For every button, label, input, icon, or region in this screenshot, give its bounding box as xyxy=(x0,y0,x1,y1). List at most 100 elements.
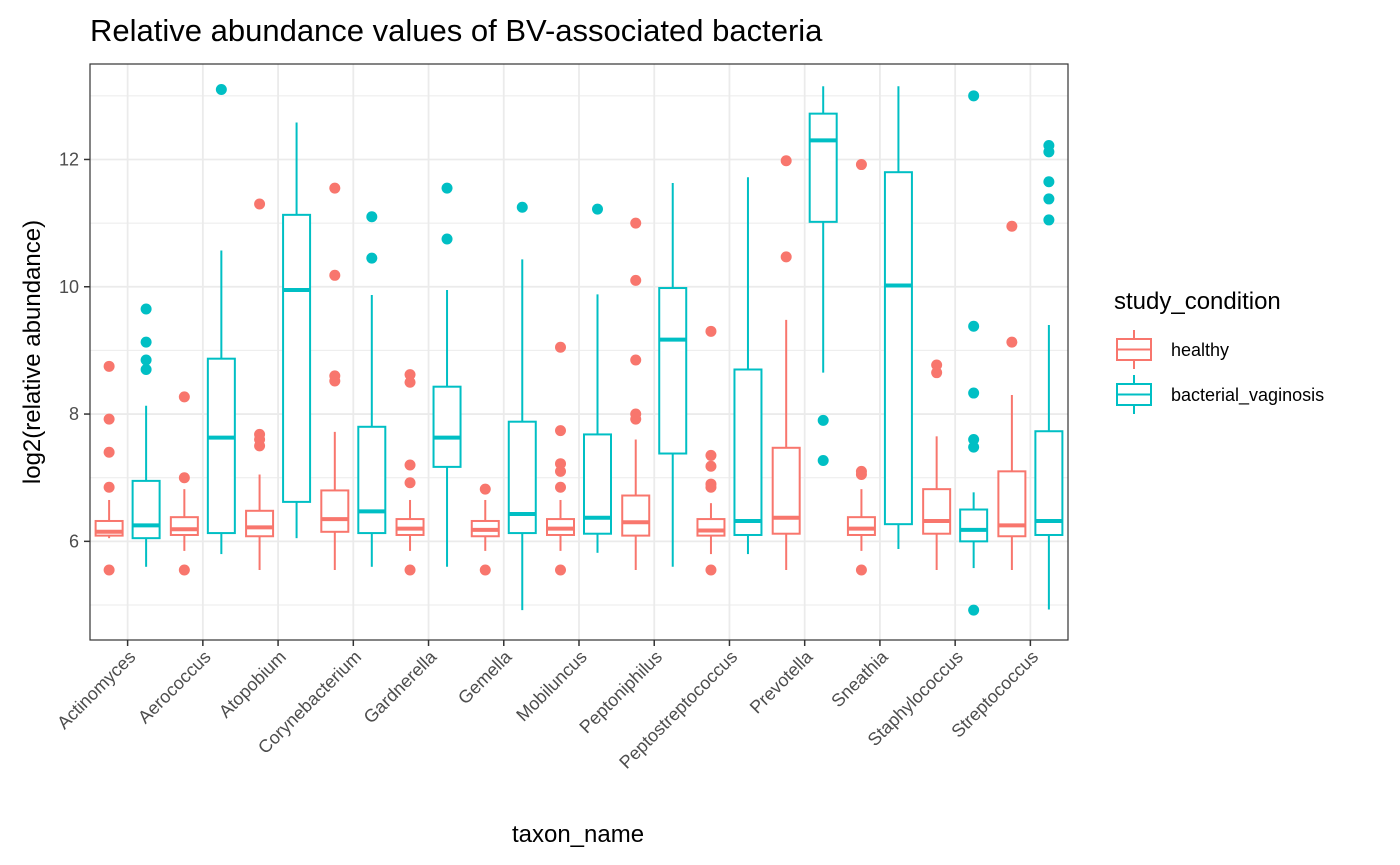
outlier-point xyxy=(404,477,416,489)
outlier-point xyxy=(215,83,227,95)
x-tick-label: Mobiluncus xyxy=(512,647,591,726)
outlier-point xyxy=(817,414,829,426)
x-tick-label: Prevotella xyxy=(746,646,817,717)
outlier-point xyxy=(630,217,642,229)
outlier-point xyxy=(516,201,528,213)
outlier-point xyxy=(555,481,566,493)
box-healthy-Peptostreptococcus xyxy=(696,325,726,576)
outlier-point xyxy=(968,434,980,446)
x-tick-label: Gemella xyxy=(454,646,516,708)
outlier-point xyxy=(1043,214,1055,226)
outlier-point xyxy=(555,425,566,437)
y-tick-label: 8 xyxy=(69,404,79,424)
outlier-point xyxy=(1043,139,1055,151)
box-iqr xyxy=(733,368,763,536)
outlier-point xyxy=(254,198,266,210)
box-iqr xyxy=(771,446,801,535)
outlier-point xyxy=(254,428,266,440)
box-healthy-Sneathia xyxy=(846,159,876,576)
box-bacterial_vaginosis-Peptostreptococcus xyxy=(733,177,763,555)
outlier-point xyxy=(705,325,717,337)
outlier-point xyxy=(329,182,341,194)
box-healthy-Peptoniphilus xyxy=(621,217,651,570)
box-iqr xyxy=(169,516,199,536)
box-iqr xyxy=(1034,430,1064,536)
y-tick-label: 10 xyxy=(59,277,79,297)
outlier-point xyxy=(855,159,867,171)
y-tick-label: 6 xyxy=(69,531,79,551)
legend-title: study_condition xyxy=(1114,288,1281,315)
boxes-layer xyxy=(94,83,1064,616)
outlier-point xyxy=(1043,193,1055,205)
box-bacterial_vaginosis-Staphylococcus xyxy=(959,90,989,616)
box-bacterial_vaginosis-Prevotella xyxy=(808,86,838,467)
outlier-point xyxy=(140,354,152,366)
box-iqr xyxy=(922,488,952,535)
box-healthy-Aerococcus xyxy=(169,391,199,576)
box-healthy-Actinomyces xyxy=(94,360,124,576)
outlier-point xyxy=(780,251,792,263)
outlier-point xyxy=(404,369,416,381)
outlier-point xyxy=(479,564,491,576)
box-iqr xyxy=(131,479,161,540)
box-healthy-Atopobium xyxy=(245,198,275,570)
gridlines xyxy=(90,64,1068,640)
box-healthy-Prevotella xyxy=(771,155,801,570)
outlier-point xyxy=(479,483,491,495)
outlier-point xyxy=(178,391,190,403)
box-iqr xyxy=(846,516,876,536)
outlier-point xyxy=(968,320,980,332)
box-bacterial_vaginosis-Aerococcus xyxy=(206,83,236,555)
x-tick-label: Gardnerella xyxy=(360,646,441,727)
legend-label: bacterial_vaginosis xyxy=(1171,385,1324,406)
box-iqr xyxy=(959,508,989,543)
box-iqr xyxy=(808,112,838,223)
outlier-point xyxy=(329,370,341,382)
box-bacterial_vaginosis-Atopobium xyxy=(282,122,312,539)
outlier-point xyxy=(178,472,190,484)
legend-item-bacterial_vaginosis: bacterial_vaginosis xyxy=(1116,375,1324,414)
box-bacterial_vaginosis-Corynebacterium xyxy=(357,211,387,567)
outlier-point xyxy=(630,408,642,420)
box-healthy-Corynebacterium xyxy=(320,182,350,570)
box-healthy-Gardnerella xyxy=(395,369,425,576)
box-bacterial_vaginosis-Gardnerella xyxy=(432,182,462,567)
outlier-point xyxy=(1006,336,1018,348)
outlier-point xyxy=(103,481,115,493)
box-iqr xyxy=(357,425,387,535)
outlier-point xyxy=(178,564,190,576)
outlier-point xyxy=(441,233,453,245)
outlier-point xyxy=(366,252,378,264)
box-iqr xyxy=(432,385,462,468)
box-bacterial_vaginosis-Gemella xyxy=(507,201,537,611)
outlier-point xyxy=(140,336,152,348)
outlier-point xyxy=(705,478,717,490)
outlier-point xyxy=(968,90,980,102)
outlier-point xyxy=(705,460,717,472)
x-tick-label: Aerococcus xyxy=(134,647,215,728)
legend: study_condition healthy bacterial_vaginos… xyxy=(1114,288,1324,414)
legend-label: healthy xyxy=(1171,340,1229,360)
outlier-point xyxy=(329,269,341,281)
outlier-point xyxy=(817,455,829,467)
box-bacterial_vaginosis-Sneathia xyxy=(883,86,913,549)
box-iqr xyxy=(206,357,236,535)
x-tick-label: Actinomyces xyxy=(53,647,139,733)
box-bacterial_vaginosis-Peptoniphilus xyxy=(658,183,688,567)
x-tick-label: Atopobium xyxy=(215,647,290,722)
outlier-point xyxy=(968,441,980,453)
outlier-point xyxy=(592,203,603,215)
x-tick-label: Sneathia xyxy=(827,646,892,711)
outlier-point xyxy=(968,604,980,616)
outlier-point xyxy=(555,465,566,477)
y-axis-title: log2(relative abundance) xyxy=(19,220,46,484)
chart-title: Relative abundance values of BV-associat… xyxy=(90,13,823,48)
box-iqr xyxy=(320,489,350,533)
box-iqr xyxy=(282,213,312,503)
outlier-point xyxy=(366,211,378,223)
x-axis-title: taxon_name xyxy=(512,821,644,848)
box-iqr xyxy=(696,518,726,537)
y-tick-label: 12 xyxy=(59,149,79,169)
